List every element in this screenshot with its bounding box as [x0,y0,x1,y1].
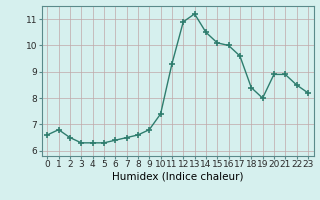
X-axis label: Humidex (Indice chaleur): Humidex (Indice chaleur) [112,172,243,182]
